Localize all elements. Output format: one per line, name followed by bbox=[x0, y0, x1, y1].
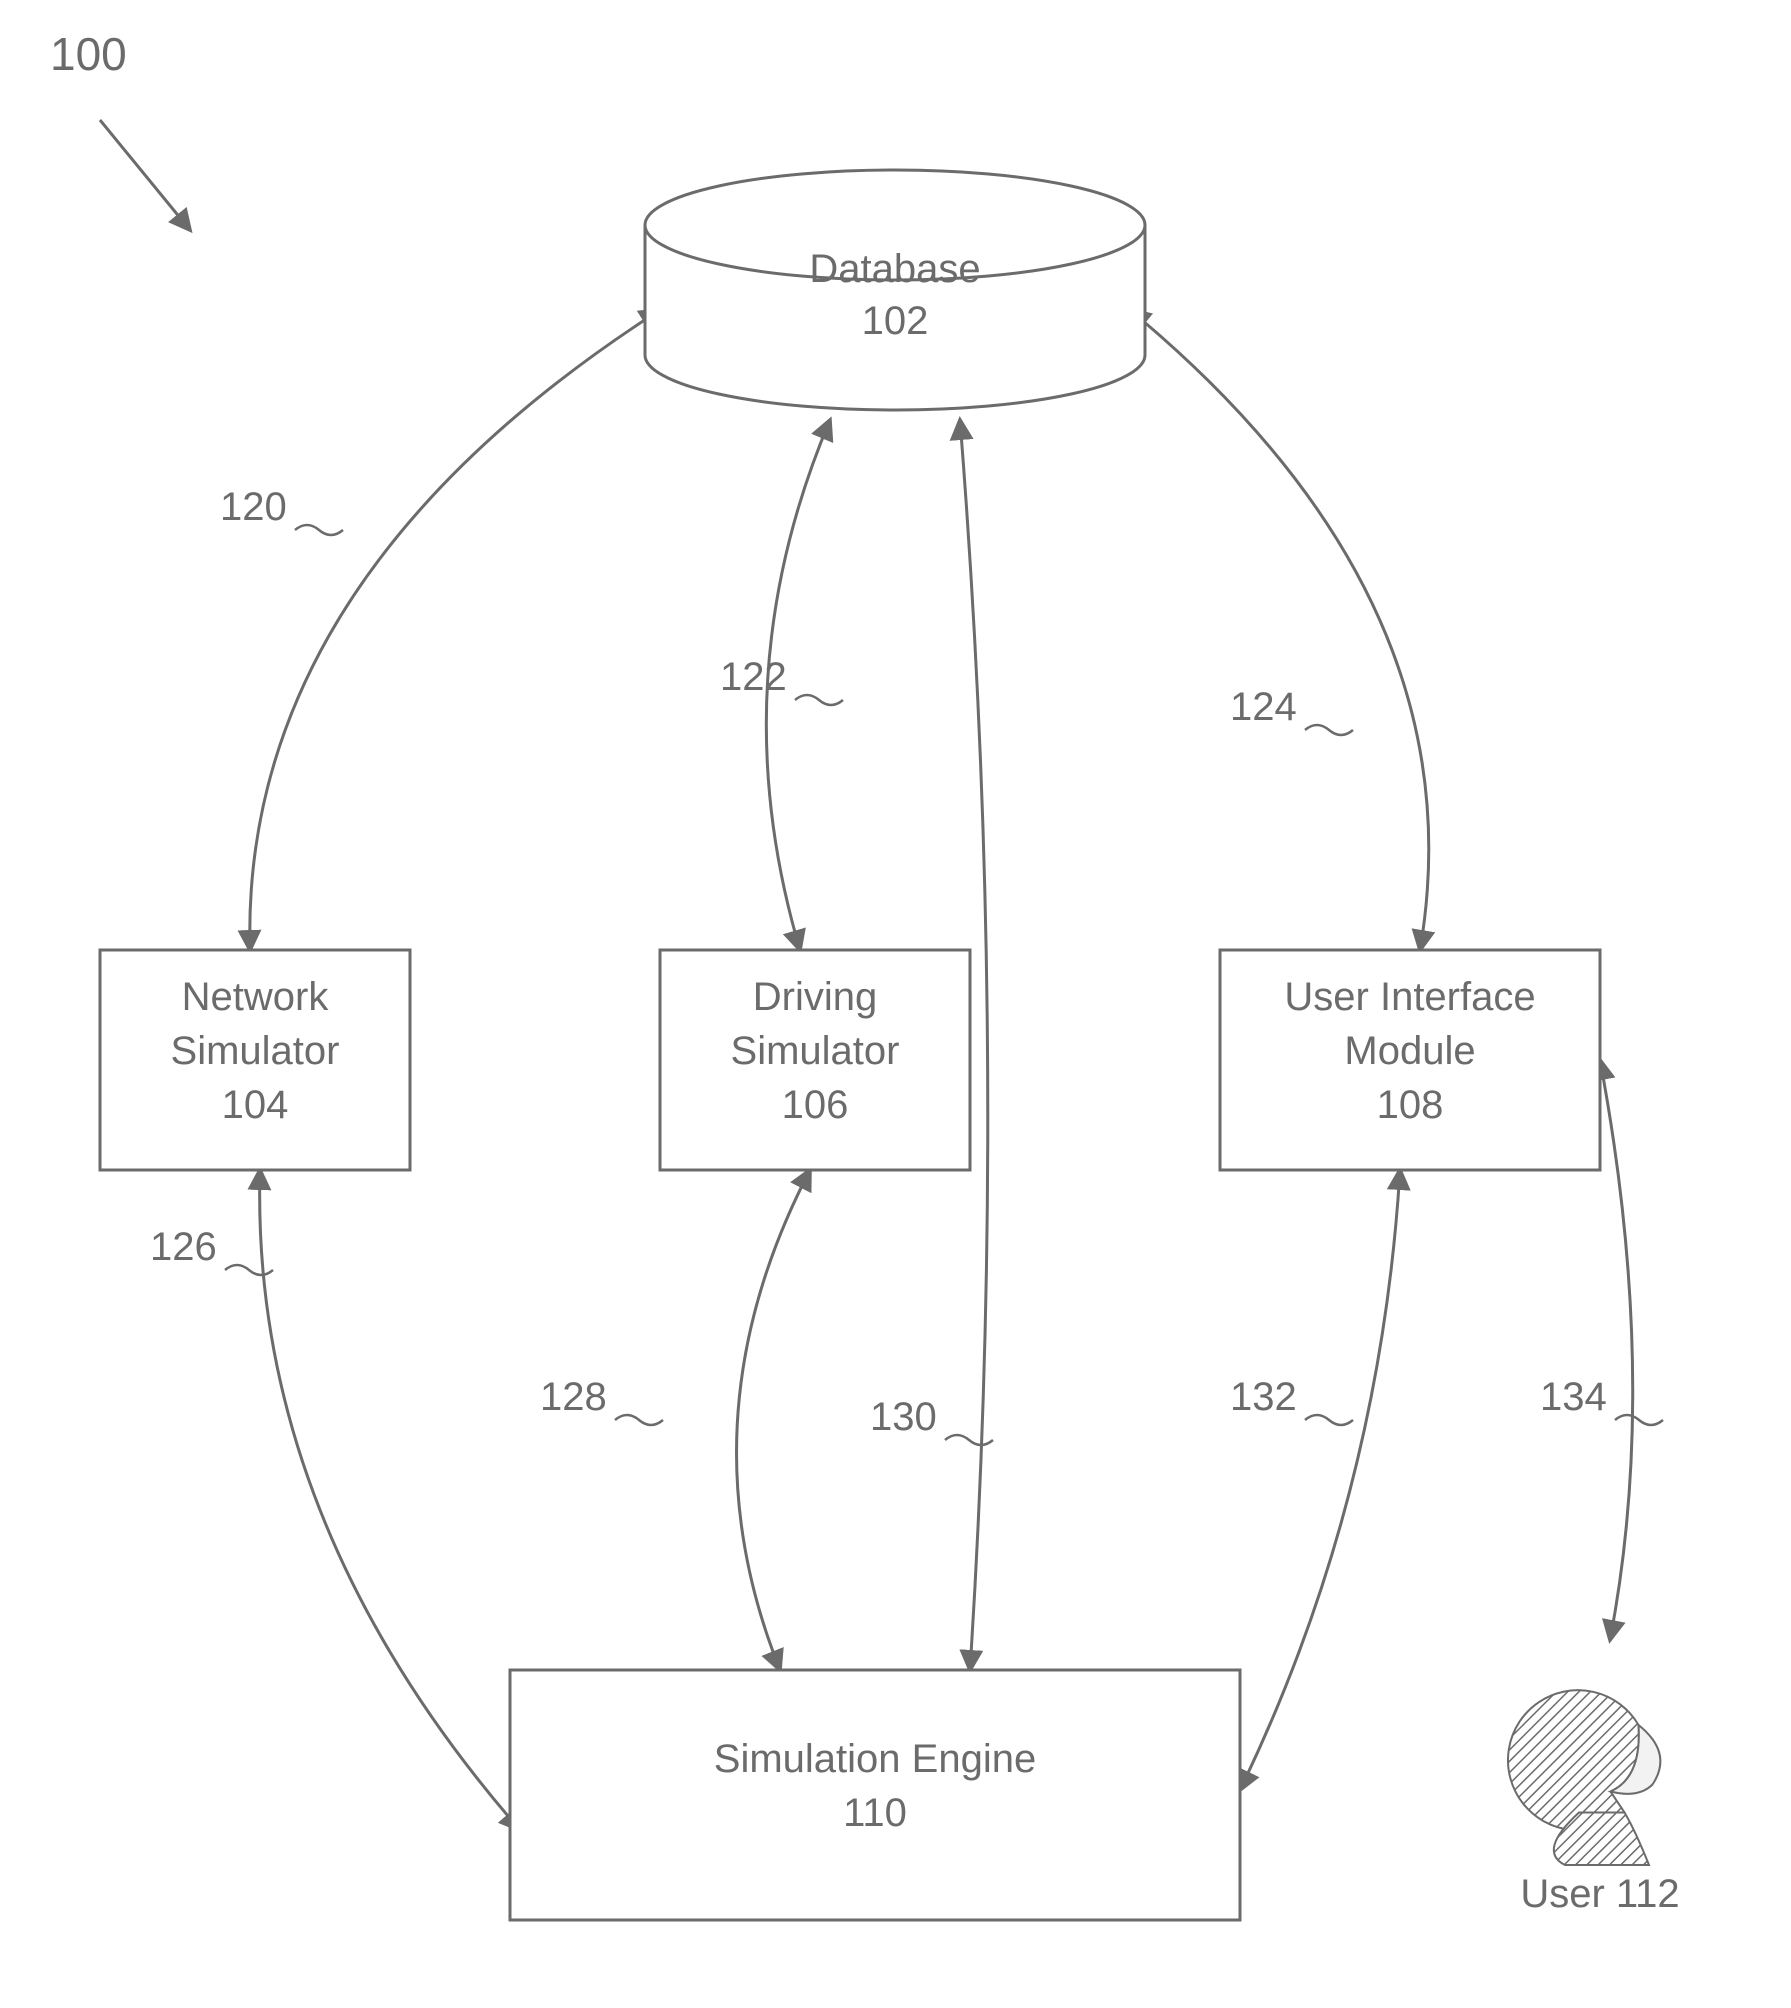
node-text-database-0: Database bbox=[809, 247, 980, 291]
edge-label-130: 130 bbox=[870, 1395, 937, 1439]
node-text-network_simulator-0: Network bbox=[182, 975, 330, 1019]
node-text-ui_module-2: 108 bbox=[1377, 1083, 1444, 1127]
node-text-ui_module-1: Module bbox=[1344, 1029, 1475, 1073]
node-text-network_simulator-2: 104 bbox=[222, 1083, 289, 1127]
edge-label-122: 122 bbox=[720, 655, 787, 699]
system-label: 100 bbox=[50, 28, 127, 80]
node-driving_simulator: Driving Simulator 106 bbox=[660, 950, 970, 1170]
edge-label-120: 120 bbox=[220, 485, 287, 529]
user-label: User 112 bbox=[1520, 1872, 1679, 1916]
node-text-driving_simulator-0: Driving bbox=[753, 975, 877, 1019]
architecture-diagram: 100 120 122 124 126 128 130 132 134 Database 102 Ne… bbox=[0, 0, 1791, 2008]
node-text-network_simulator-1: Simulator bbox=[171, 1029, 340, 1073]
node-ui_module: User Interface Module 108 bbox=[1220, 950, 1600, 1170]
node-network_simulator: Network Simulator 104 bbox=[100, 950, 410, 1170]
node-text-driving_simulator-2: 106 bbox=[782, 1083, 849, 1127]
node-database: Database 102 bbox=[645, 170, 1145, 410]
edge-label-128: 128 bbox=[540, 1375, 607, 1419]
node-text-ui_module-0: User Interface bbox=[1284, 975, 1535, 1019]
node-simulation_engine: Simulation Engine 110 bbox=[510, 1670, 1240, 1920]
edge-label-134: 134 bbox=[1540, 1375, 1607, 1419]
edge-label-124: 124 bbox=[1230, 685, 1297, 729]
node-text-simulation_engine-0: Simulation Engine bbox=[714, 1737, 1036, 1781]
node-text-driving_simulator-1: Simulator bbox=[731, 1029, 900, 1073]
edge-label-132: 132 bbox=[1230, 1375, 1297, 1419]
edge-label-126: 126 bbox=[150, 1225, 217, 1269]
node-text-simulation_engine-1: 110 bbox=[843, 1791, 907, 1835]
node-text-database-1: 102 bbox=[862, 299, 929, 343]
